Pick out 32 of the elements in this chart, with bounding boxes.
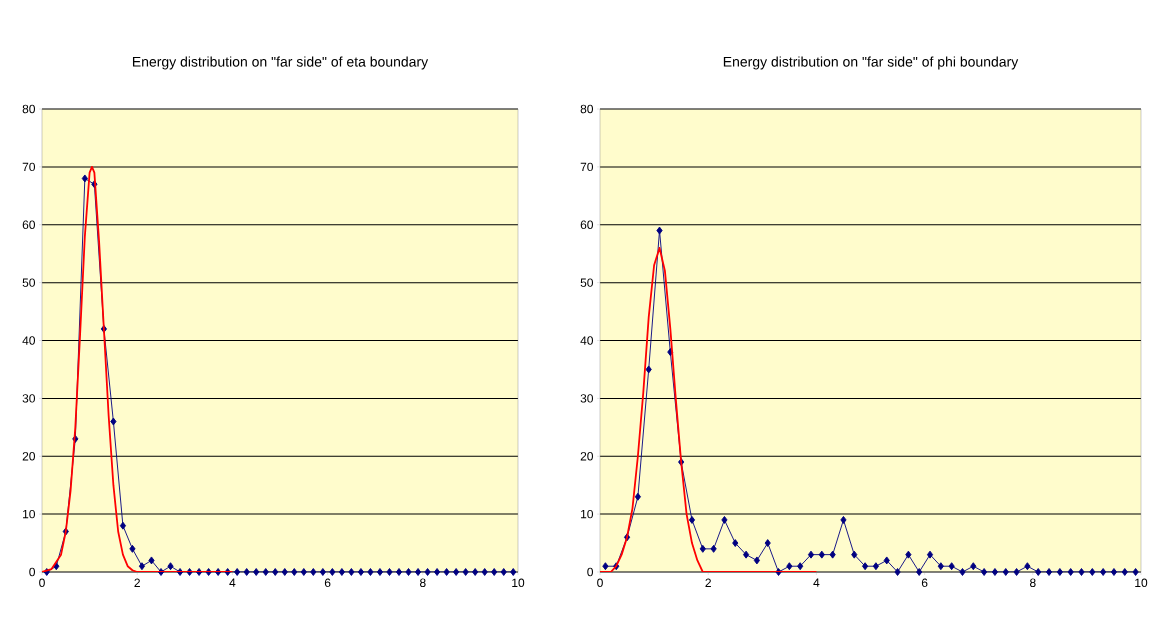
x-tick-label: 10 [1135,578,1148,588]
x-tick-label: 0 [39,578,45,588]
chart-title: Energy distribution on "far side" of eta boundary [132,56,429,70]
y-tick-label: 0 [29,567,36,577]
x-tick-label: 6 [324,578,331,588]
y-tick-label: 80 [580,104,594,114]
y-tick-label: 30 [22,394,36,403]
x-tick-label: 2 [134,578,140,587]
y-tick-label: 80 [22,104,36,114]
x-tick-label: 0 [597,578,603,588]
y-tick-label: 60 [22,220,36,229]
y-tick-label: 20 [22,452,36,461]
y-tick-label: 40 [22,336,36,345]
y-tick-label: 70 [580,162,594,172]
y-tick-label: 0 [587,567,594,577]
x-tick-label: 8 [419,578,426,588]
x-tick-label: 2 [705,578,711,587]
y-tick-label: 70 [22,162,36,172]
y-tick-label: 50 [580,278,594,287]
chart-title: Energy distribution on "far side" of phi boundary [723,56,1019,70]
x-tick-label: 4 [229,578,236,587]
y-tick-label: 10 [23,509,36,519]
x-tick-label: 4 [813,578,820,587]
y-tick-label: 40 [580,336,594,345]
x-tick-label: 6 [921,578,928,588]
y-tick-label: 10 [581,509,594,519]
y-tick-label: 30 [580,394,594,403]
x-tick-label: 10 [512,578,525,588]
y-tick-label: 60 [580,220,594,229]
y-tick-label: 50 [22,278,36,287]
y-tick-label: 20 [580,452,594,461]
x-tick-label: 8 [1029,578,1036,588]
